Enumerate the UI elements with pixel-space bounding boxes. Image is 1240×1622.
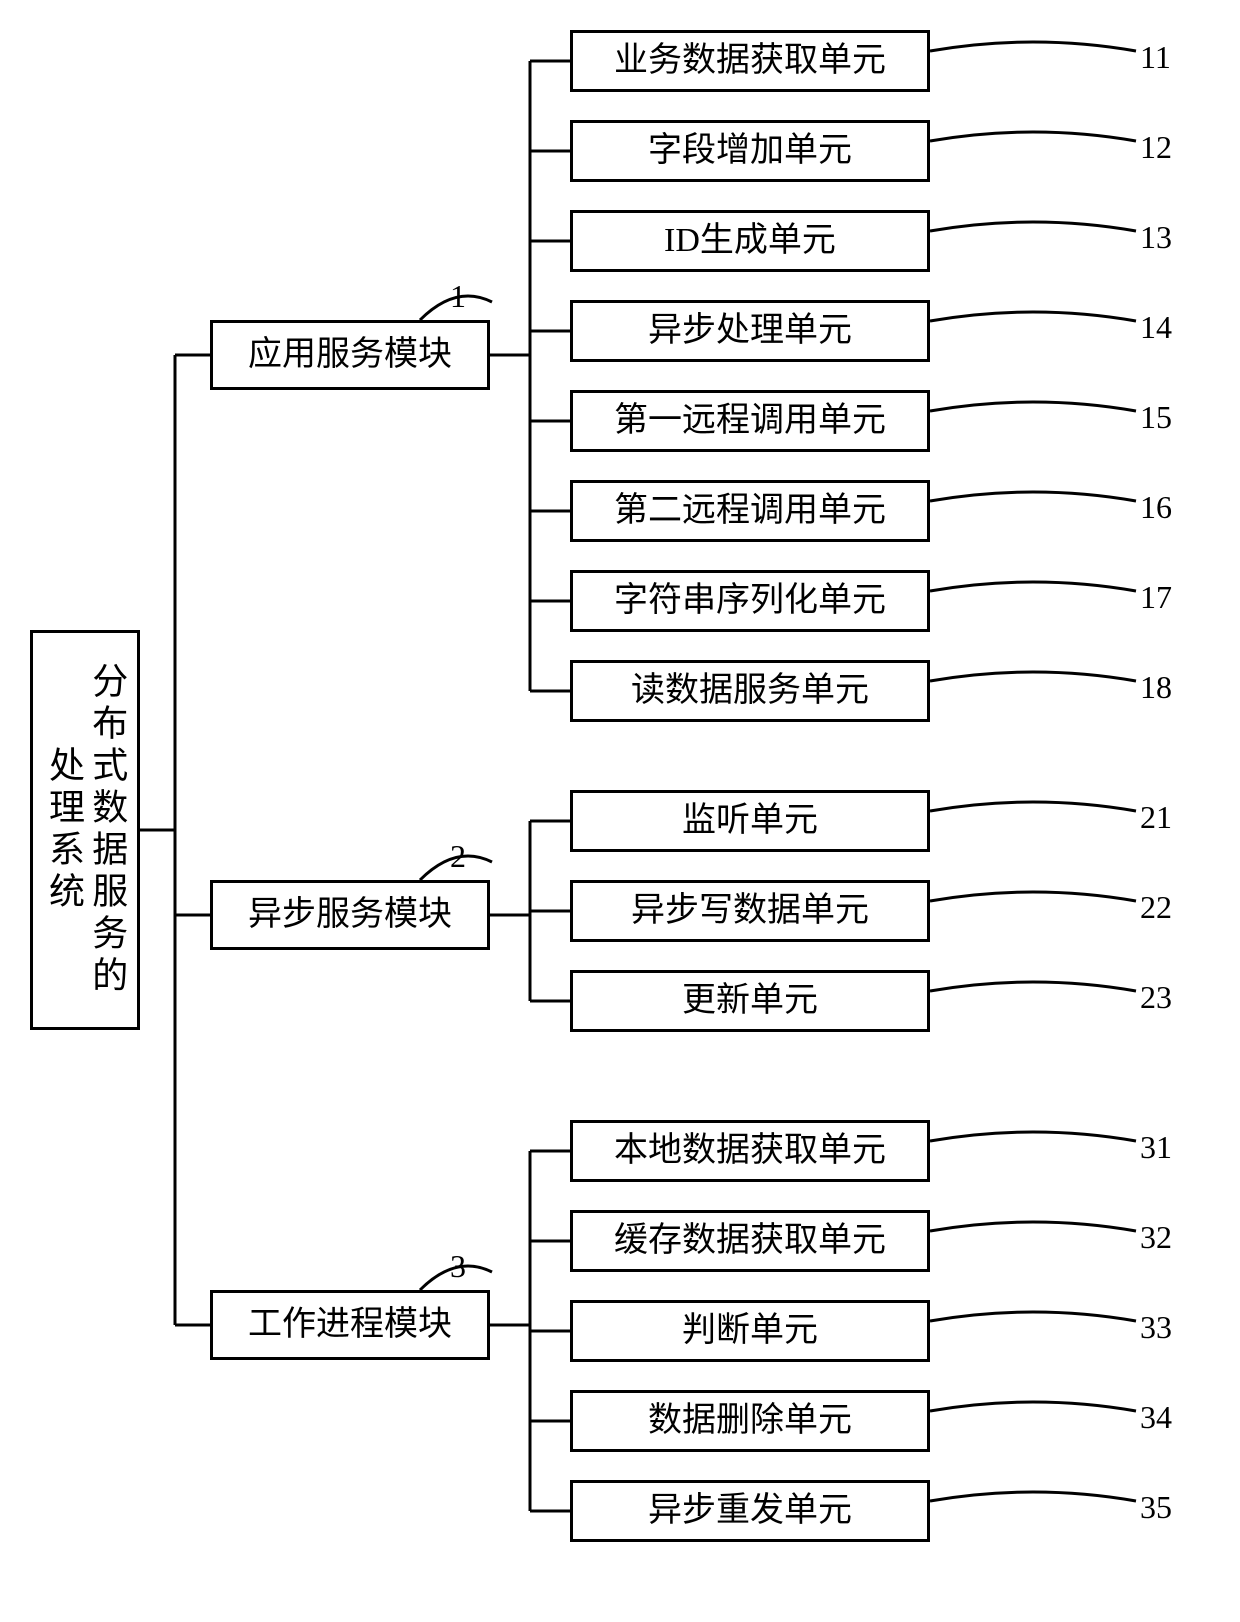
unit-17: 字符串序列化单元 [570,570,930,632]
module-2: 异步服务模块 [210,880,490,950]
root-node: 分布式数据服务的处理系统 [30,630,140,1030]
num-23: 23 [1140,979,1172,1016]
unit-32: 缓存数据获取单元 [570,1210,930,1272]
num-15: 15 [1140,399,1172,436]
num-11: 11 [1140,39,1171,76]
num-22: 22 [1140,889,1172,926]
num-31: 31 [1140,1129,1172,1166]
module-3-num: 3 [450,1248,466,1285]
module-2-num: 2 [450,838,466,875]
num-32: 32 [1140,1219,1172,1256]
num-35: 35 [1140,1489,1172,1526]
unit-22: 异步写数据单元 [570,880,930,942]
unit-21: 监听单元 [570,790,930,852]
num-21: 21 [1140,799,1172,836]
num-34: 34 [1140,1399,1172,1436]
module-3: 工作进程模块 [210,1290,490,1360]
unit-34: 数据删除单元 [570,1390,930,1452]
unit-14: 异步处理单元 [570,300,930,362]
unit-15: 第一远程调用单元 [570,390,930,452]
unit-18: 读数据服务单元 [570,660,930,722]
num-33: 33 [1140,1309,1172,1346]
unit-35: 异步重发单元 [570,1480,930,1542]
num-16: 16 [1140,489,1172,526]
unit-16: 第二远程调用单元 [570,480,930,542]
unit-33: 判断单元 [570,1300,930,1362]
module-1-num: 1 [450,278,466,315]
num-13: 13 [1140,219,1172,256]
num-14: 14 [1140,309,1172,346]
unit-13: ID生成单元 [570,210,930,272]
unit-11: 业务数据获取单元 [570,30,930,92]
num-12: 12 [1140,129,1172,166]
num-17: 17 [1140,579,1172,616]
module-1: 应用服务模块 [210,320,490,390]
unit-23: 更新单元 [570,970,930,1032]
unit-12: 字段增加单元 [570,120,930,182]
unit-31: 本地数据获取单元 [570,1120,930,1182]
num-18: 18 [1140,669,1172,706]
